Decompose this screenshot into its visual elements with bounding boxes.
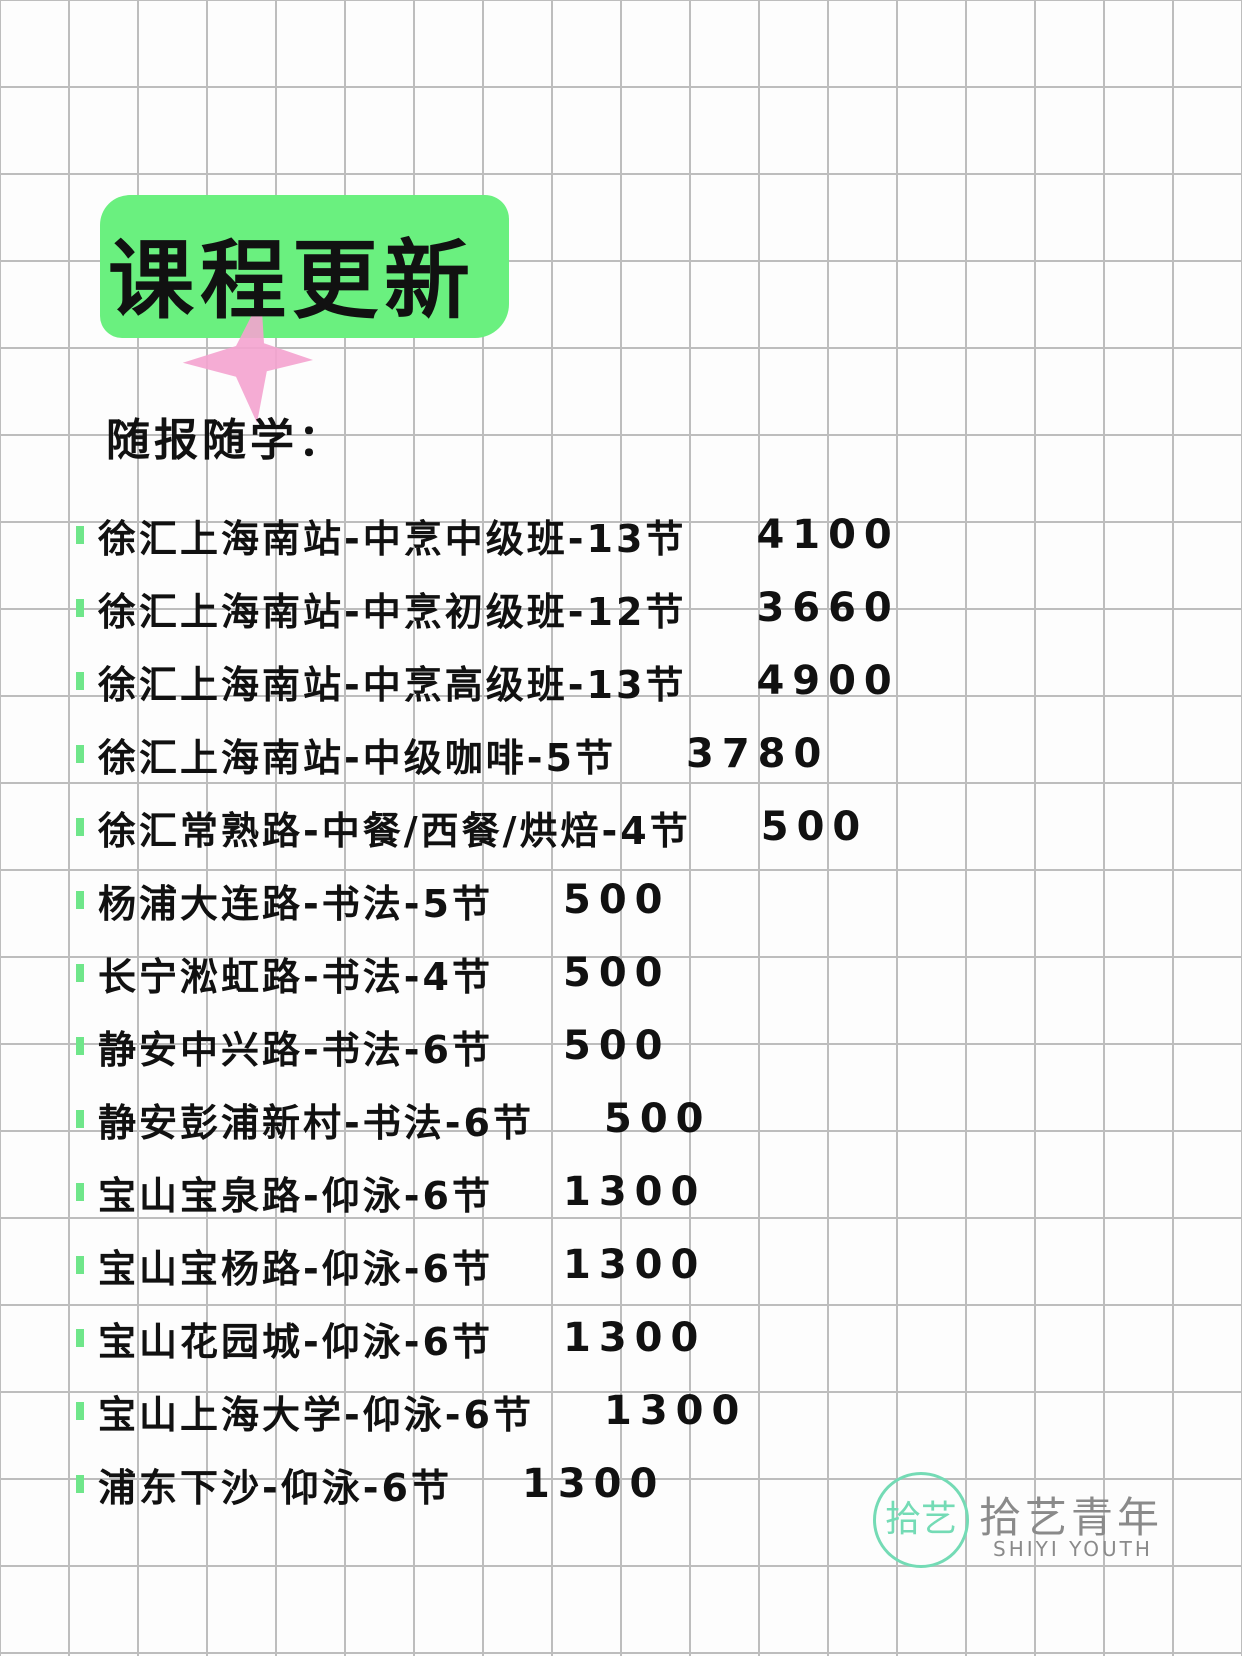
- course-price: 500: [562, 950, 671, 996]
- course-name: 宝山上海大学-仰泳-6节: [98, 1392, 534, 1437]
- course-name: 徐汇上海南站-中级咖啡-5节: [98, 735, 616, 780]
- course-name: 宝山花园城-仰泳-6节: [98, 1319, 493, 1364]
- list-item: 静安彭浦新村-书法-6节 500: [76, 1089, 711, 1149]
- course-name: 浦东下沙-仰泳-6节: [98, 1465, 452, 1510]
- brand-name-en: SHIYI YOUTH: [993, 1537, 1153, 1561]
- course-price: 1300: [562, 1315, 707, 1361]
- course-name: 静安彭浦新村-书法-6节: [98, 1100, 534, 1145]
- list-item: 徐汇上海南站-中烹中级班-13节 4100: [76, 505, 900, 565]
- list-item: 徐汇上海南站-中烹初级班-12节 3660: [76, 578, 900, 638]
- bullet-icon: [76, 1183, 84, 1201]
- course-price: 1300: [562, 1169, 707, 1215]
- brand-name-cn: 拾艺青年: [979, 1493, 1164, 1542]
- course-price: 1300: [603, 1388, 748, 1434]
- list-item: 浦东下沙-仰泳-6节 1300: [76, 1454, 665, 1514]
- list-item: 杨浦大连路-书法-5节 500: [76, 870, 670, 930]
- course-price: 500: [760, 804, 869, 850]
- list-item: 静安中兴路-书法-6节 500: [76, 1016, 670, 1076]
- course-price: 500: [562, 1023, 671, 1069]
- list-item: 宝山花园城-仰泳-6节 1300: [76, 1308, 706, 1368]
- course-price: 3660: [756, 585, 900, 631]
- page-subtitle: 随报随学：: [106, 415, 346, 466]
- course-price: 4900: [756, 658, 900, 704]
- bullet-icon: [76, 526, 84, 544]
- bullet-icon: [76, 1402, 84, 1420]
- course-name: 静安中兴路-书法-6节: [98, 1027, 493, 1072]
- bullet-icon: [76, 1110, 84, 1128]
- list-item: 徐汇上海南站-中烹高级班-13节 4900: [76, 651, 900, 711]
- bullet-icon: [76, 1475, 84, 1493]
- star-icon: [182, 297, 313, 423]
- course-name: 徐汇上海南站-中烹中级班-13节: [98, 516, 687, 561]
- page-title: 课程更新: [108, 231, 476, 331]
- list-item: 徐汇常熟路-中餐/西餐/烘焙-4节 500: [76, 797, 868, 857]
- bullet-icon: [76, 1329, 84, 1347]
- bullet-icon: [76, 1037, 84, 1055]
- course-name: 徐汇常熟路-中餐/西餐/烘焙-4节: [98, 808, 691, 853]
- course-name: 杨浦大连路-书法-5节: [98, 881, 493, 926]
- title-highlight: [100, 195, 509, 338]
- bullet-icon: [76, 599, 84, 617]
- course-name: 徐汇上海南站-中烹高级班-13节: [98, 662, 687, 707]
- bullet-icon: [76, 818, 84, 836]
- course-name: 宝山宝泉路-仰泳-6节: [98, 1173, 493, 1218]
- brand-logo: 拾艺: [873, 1472, 969, 1568]
- course-price: 4100: [756, 512, 900, 558]
- list-item: 徐汇上海南站-中级咖啡-5节 3780: [76, 724, 829, 784]
- course-price: 500: [603, 1096, 712, 1142]
- course-price: 1300: [562, 1242, 707, 1288]
- course-price: 1300: [521, 1461, 666, 1507]
- list-item: 宝山上海大学-仰泳-6节 1300: [76, 1381, 747, 1441]
- bullet-icon: [76, 964, 84, 982]
- bullet-icon: [76, 891, 84, 909]
- list-item: 宝山宝杨路-仰泳-6节 1300: [76, 1235, 706, 1295]
- list-item: 长宁淞虹路-书法-4节 500: [76, 943, 670, 1003]
- list-item: 宝山宝泉路-仰泳-6节 1300: [76, 1162, 706, 1222]
- course-price: 3780: [686, 731, 830, 777]
- course-price: 500: [562, 877, 671, 923]
- bullet-icon: [76, 672, 84, 690]
- course-name: 徐汇上海南站-中烹初级班-12节: [98, 589, 687, 634]
- course-name: 宝山宝杨路-仰泳-6节: [98, 1246, 493, 1291]
- bullet-icon: [76, 1256, 84, 1274]
- course-name: 长宁淞虹路-书法-4节: [98, 954, 493, 999]
- bullet-icon: [76, 745, 84, 763]
